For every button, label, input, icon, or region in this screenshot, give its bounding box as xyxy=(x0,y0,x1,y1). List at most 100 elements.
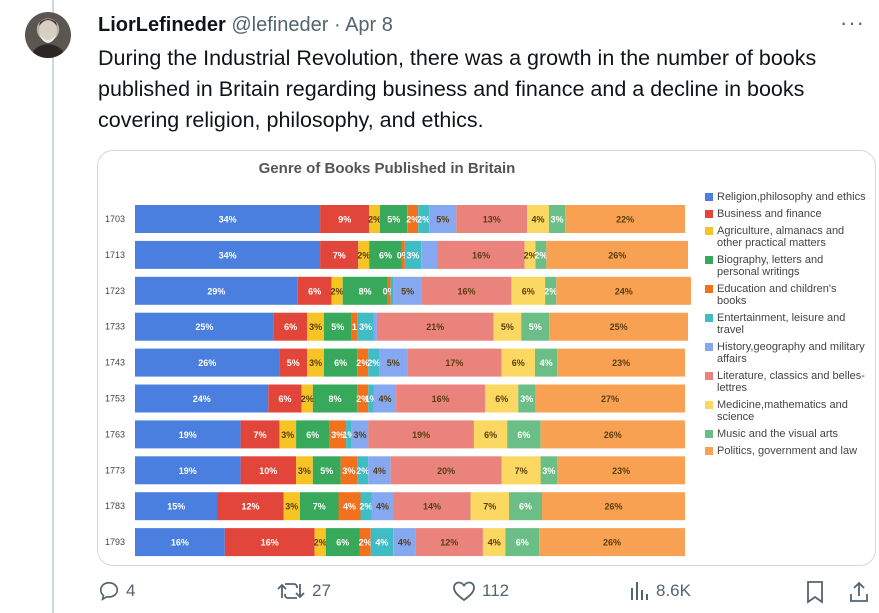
bar-segment xyxy=(283,492,300,521)
bar-segment xyxy=(325,528,360,557)
legend-label: Music and the visual arts xyxy=(717,428,839,440)
legend-swatch xyxy=(705,343,713,351)
data-label: 8% xyxy=(328,394,341,404)
data-label: 16% xyxy=(171,538,189,548)
bar-segment xyxy=(527,205,549,233)
like-count: 112 xyxy=(482,581,510,600)
legend-item: History,geography and military affairs xyxy=(703,341,868,365)
data-label: 25% xyxy=(195,322,213,332)
bar-segment xyxy=(493,312,522,341)
data-label: 6% xyxy=(495,394,508,404)
data-label: 16% xyxy=(261,538,279,548)
legend-swatch xyxy=(705,193,713,201)
data-label: 2% xyxy=(368,215,381,225)
retweet-button[interactable]: 27 xyxy=(276,580,331,602)
bar-segment xyxy=(135,384,269,413)
bar-segment xyxy=(390,456,502,485)
data-label: 12% xyxy=(440,538,458,548)
bar-segment xyxy=(557,456,685,485)
data-label: 23% xyxy=(612,466,630,476)
bar-segment xyxy=(483,528,506,557)
tweet-text: During the Industrial Revolution, there … xyxy=(98,46,817,132)
legend-item: Education and children's books xyxy=(703,283,868,307)
data-label: 6% xyxy=(484,430,497,440)
legend-label: Biography, letters and personal writings xyxy=(717,254,824,278)
avatar[interactable] xyxy=(25,12,71,58)
share-icon xyxy=(850,581,868,602)
tweet-date[interactable]: Apr 8 xyxy=(345,14,393,36)
share-button[interactable] xyxy=(848,580,870,604)
bar-segment xyxy=(296,456,313,485)
category-label: 1753 xyxy=(105,394,125,404)
more-icon[interactable]: ··· xyxy=(840,10,865,35)
data-label: 6% xyxy=(308,286,321,296)
data-label: 2% xyxy=(357,250,370,260)
like-button[interactable]: 112 xyxy=(452,580,509,602)
author-name[interactable]: LiorLefineder xyxy=(98,14,226,36)
legend-item: Agriculture, almanacs and other practica… xyxy=(703,225,868,249)
data-label: 3% xyxy=(359,322,372,332)
data-label: 14% xyxy=(423,502,441,512)
data-label: 24% xyxy=(615,286,633,296)
bar-segment xyxy=(135,276,298,305)
data-label: 7% xyxy=(483,502,496,512)
bar-segment xyxy=(456,205,528,233)
data-label: 6% xyxy=(278,394,291,404)
data-label: 7% xyxy=(253,430,266,440)
bar-segment xyxy=(376,312,494,341)
data-label: 3% xyxy=(281,430,294,440)
data-label: 13% xyxy=(483,215,501,225)
data-label: 2% xyxy=(314,538,327,548)
bar-segment xyxy=(240,420,280,449)
views-icon xyxy=(631,582,648,600)
bar-segment xyxy=(404,240,422,269)
data-label: 26% xyxy=(604,502,622,512)
data-label: 6% xyxy=(379,250,392,260)
bar-segment xyxy=(307,348,324,377)
bar-segment xyxy=(368,420,474,449)
category-label: 1723 xyxy=(105,286,125,296)
data-label: 2% xyxy=(524,250,537,260)
chart-image-card[interactable]: 1703 34% 9% 2% 5% 2% 2% 5% 13% 4% 3% 22% 1713 34% 7% 2%… xyxy=(97,150,876,566)
bar-segment xyxy=(360,492,372,521)
bar-segment xyxy=(415,528,483,557)
legend-swatch xyxy=(705,447,713,455)
bar-segment xyxy=(418,205,430,233)
bar-segment xyxy=(407,348,502,377)
data-label: 2% xyxy=(359,538,372,548)
data-label: 8% xyxy=(359,286,372,296)
bar-segment xyxy=(296,420,330,449)
author-handle[interactable]: @lefineder xyxy=(231,14,329,36)
bar-segment xyxy=(340,456,358,485)
category-label: 1703 xyxy=(105,214,125,224)
bar-segment xyxy=(320,240,359,269)
reply-count: 4 xyxy=(126,581,136,600)
data-label: 2% xyxy=(356,466,369,476)
bar-segment xyxy=(429,205,457,233)
category-label: 1793 xyxy=(105,537,125,547)
data-label: 15% xyxy=(167,502,185,512)
data-label: 4% xyxy=(373,466,386,476)
data-label: 26% xyxy=(604,430,622,440)
data-label: 3% xyxy=(309,322,322,332)
bar-segment xyxy=(135,348,280,377)
views-button[interactable]: 8.6K xyxy=(628,580,691,602)
bar-segment xyxy=(540,456,558,485)
reply-button[interactable]: 4 xyxy=(98,580,135,602)
bar-segment xyxy=(323,312,352,341)
legend-label: Education and children's books xyxy=(717,283,837,307)
legend-item: Literature, classics and belles-lettres xyxy=(703,370,868,394)
category-label: 1743 xyxy=(105,358,125,368)
bookmark-button[interactable] xyxy=(805,580,825,604)
legend-label: Literature, classics and belles-lettres xyxy=(717,370,865,394)
bar-segment xyxy=(359,528,371,557)
data-label: 34% xyxy=(219,215,237,225)
data-label: 22% xyxy=(616,215,634,225)
category-label: 1713 xyxy=(105,250,125,260)
bar-segment xyxy=(542,492,685,521)
bar-segment xyxy=(279,348,308,377)
data-label: 4% xyxy=(398,538,411,548)
data-label: 6% xyxy=(519,502,532,512)
legend-swatch xyxy=(705,430,713,438)
data-label: 2% xyxy=(367,358,380,368)
